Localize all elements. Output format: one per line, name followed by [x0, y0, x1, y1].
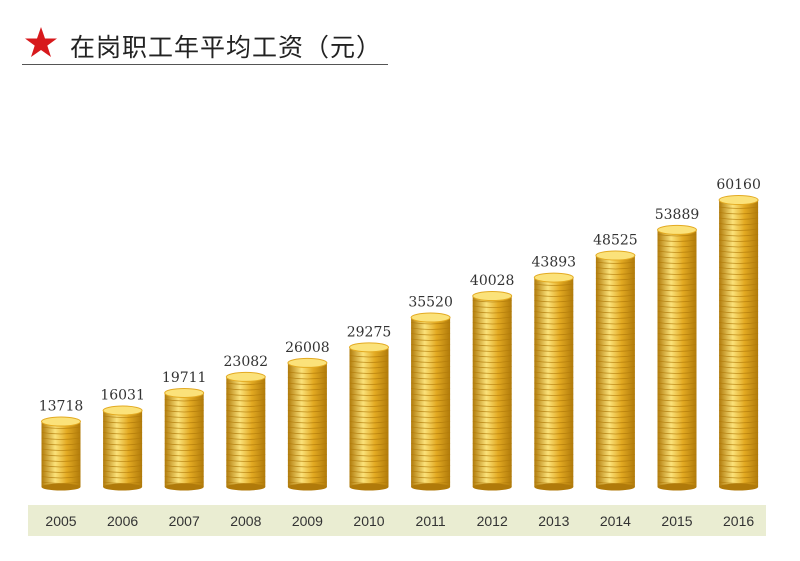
value-label-2008: 23082 — [224, 354, 269, 370]
year-label-2008: 2008 — [230, 513, 261, 529]
coin-stack-2008 — [225, 371, 266, 491]
value-label-2010: 29275 — [347, 324, 392, 340]
x-axis-band — [28, 505, 766, 536]
year-label-2014: 2014 — [600, 513, 631, 529]
coin-stack-2009 — [287, 357, 328, 491]
year-label-2012: 2012 — [477, 513, 508, 529]
year-label-2015: 2015 — [661, 513, 692, 529]
coin-stack-2010 — [349, 342, 389, 491]
value-label-2012: 40028 — [470, 273, 515, 289]
value-label-2006: 16031 — [100, 388, 145, 404]
year-label-2009: 2009 — [292, 513, 323, 529]
value-label-2015: 53889 — [655, 207, 700, 223]
coin-stack-2011 — [410, 312, 451, 491]
star-icon — [25, 27, 57, 57]
value-label-2007: 19711 — [162, 370, 207, 386]
value-label-2011: 35520 — [408, 295, 453, 311]
year-label-2011: 2011 — [416, 513, 446, 529]
value-label-2009: 26008 — [285, 340, 330, 356]
coin-stack-2005 — [41, 416, 81, 491]
coin-stack-2012 — [472, 291, 513, 491]
title-underline — [22, 64, 388, 65]
coin-stack-2013 — [533, 272, 574, 491]
coin-stack-2007 — [164, 387, 205, 491]
year-label-2010: 2010 — [353, 513, 384, 529]
year-label-2005: 2005 — [45, 513, 76, 529]
year-label-2013: 2013 — [538, 513, 569, 529]
coin-stack-2016 — [718, 195, 759, 491]
value-label-2013: 43893 — [532, 255, 577, 271]
coin-stack-2006 — [102, 405, 143, 491]
year-label-2007: 2007 — [169, 513, 200, 529]
value-label-2016: 60160 — [716, 177, 761, 193]
year-label-2016: 2016 — [723, 513, 754, 529]
chart-title: 在岗职工年平均工资（元） — [70, 33, 383, 62]
year-label-2006: 2006 — [107, 513, 138, 529]
coin-stack-2014 — [595, 250, 636, 491]
value-label-2005: 13718 — [39, 399, 84, 415]
chart-header: 在岗职工年平均工资（元） — [22, 22, 388, 68]
value-label-2014: 48525 — [593, 233, 638, 249]
coin-stack-2015 — [657, 224, 697, 491]
